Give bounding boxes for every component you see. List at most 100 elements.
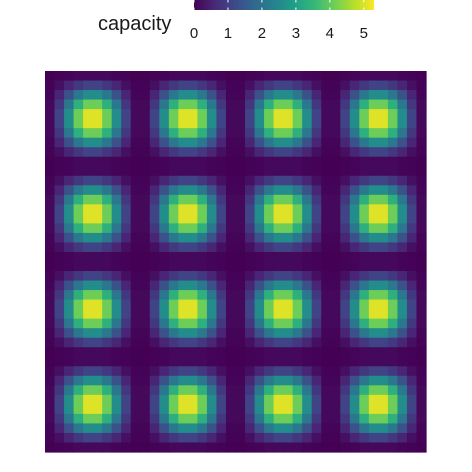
heatmap-cell: [74, 281, 84, 291]
heatmap-cell: [83, 271, 93, 281]
heatmap-cell: [245, 90, 255, 100]
heatmap-cell: [93, 242, 103, 252]
heatmap-cell: [159, 195, 169, 205]
heatmap-cell: [302, 309, 312, 319]
heatmap-cell: [245, 204, 255, 214]
heatmap-cell: [55, 109, 65, 119]
heatmap-cell: [359, 385, 369, 395]
heatmap-cell: [397, 119, 407, 129]
heatmap-cell: [274, 214, 284, 224]
heatmap-cell: [359, 357, 369, 367]
heatmap-cell: [83, 385, 93, 395]
heatmap-cell: [64, 195, 74, 205]
heatmap-cell: [283, 385, 293, 395]
heatmap-cell: [397, 423, 407, 433]
heatmap-cell: [112, 366, 122, 376]
heatmap-cell: [255, 442, 265, 452]
heatmap-cell: [331, 300, 341, 310]
heatmap-cell: [45, 223, 55, 233]
heatmap-cell: [197, 100, 207, 110]
heatmap-cell: [121, 138, 131, 148]
heatmap-cell: [83, 366, 93, 376]
heatmap-cell: [274, 109, 284, 119]
heatmap-cell: [207, 433, 217, 443]
heatmap-cell: [407, 233, 417, 243]
heatmap-cell: [388, 90, 398, 100]
heatmap-cell: [264, 71, 274, 81]
heatmap-cell: [274, 81, 284, 91]
heatmap-cell: [178, 233, 188, 243]
heatmap-cell: [83, 128, 93, 138]
heatmap-cell: [55, 204, 65, 214]
heatmap-cell: [416, 185, 426, 195]
heatmap-cell: [74, 433, 84, 443]
heatmap-cell: [264, 414, 274, 424]
heatmap-cell: [178, 328, 188, 338]
heatmap-cell: [55, 414, 65, 424]
heatmap-cell: [378, 176, 388, 186]
heatmap-cell: [197, 338, 207, 348]
heatmap-cell: [226, 262, 236, 272]
heatmap-cell: [416, 281, 426, 291]
heatmap-cell: [245, 366, 255, 376]
heatmap-cell: [236, 290, 246, 300]
heatmap-cell: [121, 319, 131, 329]
heatmap-cell: [359, 262, 369, 272]
heatmap-cell: [397, 166, 407, 176]
heatmap-cell: [416, 423, 426, 433]
heatmap-cell: [255, 223, 265, 233]
heatmap-cell: [121, 252, 131, 262]
heatmap-cell: [397, 366, 407, 376]
heatmap-cell: [64, 119, 74, 129]
heatmap-cell: [321, 442, 331, 452]
heatmap-cell: [388, 281, 398, 291]
heatmap-cell: [255, 385, 265, 395]
heatmap-cell: [74, 100, 84, 110]
heatmap-cell: [359, 271, 369, 281]
heatmap-cell: [83, 233, 93, 243]
heatmap-cell: [112, 338, 122, 348]
heatmap-cell: [178, 119, 188, 129]
heatmap-cell: [407, 119, 417, 129]
heatmap-cell: [169, 404, 179, 414]
heatmap-cell: [236, 252, 246, 262]
heatmap-cell: [407, 157, 417, 167]
heatmap-cell: [293, 262, 303, 272]
heatmap-cell: [64, 423, 74, 433]
heatmap-cell: [378, 71, 388, 81]
heatmap-cell: [312, 185, 322, 195]
heatmap-cell: [274, 338, 284, 348]
heatmap-cell: [397, 319, 407, 329]
heatmap-cell: [236, 376, 246, 386]
heatmap-cell: [121, 262, 131, 272]
heatmap-cell: [102, 214, 112, 224]
heatmap-cell: [188, 119, 198, 129]
heatmap-cell: [350, 338, 360, 348]
heatmap-cell: [45, 328, 55, 338]
heatmap-cell: [121, 366, 131, 376]
heatmap-cell: [207, 195, 217, 205]
heatmap-cell: [245, 433, 255, 443]
heatmap-cell: [293, 385, 303, 395]
heatmap-cell: [274, 366, 284, 376]
heatmap-cell: [207, 357, 217, 367]
heatmap-cell: [321, 119, 331, 129]
heatmap-cell: [283, 223, 293, 233]
heatmap-cell: [93, 395, 103, 405]
heatmap-cell: [55, 138, 65, 148]
heatmap-cell: [359, 300, 369, 310]
heatmap-cell: [188, 100, 198, 110]
heatmap-cell: [340, 433, 350, 443]
heatmap-cell: [159, 290, 169, 300]
heatmap-cell: [64, 376, 74, 386]
heatmap-cell: [45, 414, 55, 424]
heatmap-cell: [102, 290, 112, 300]
heatmap-cell: [321, 176, 331, 186]
heatmap-cell: [121, 414, 131, 424]
heatmap-cell: [312, 262, 322, 272]
heatmap-cell: [131, 242, 141, 252]
heatmap-cell: [312, 147, 322, 157]
legend-tick-label: 0: [190, 25, 198, 42]
heatmap-cell: [83, 252, 93, 262]
heatmap-cell: [188, 214, 198, 224]
